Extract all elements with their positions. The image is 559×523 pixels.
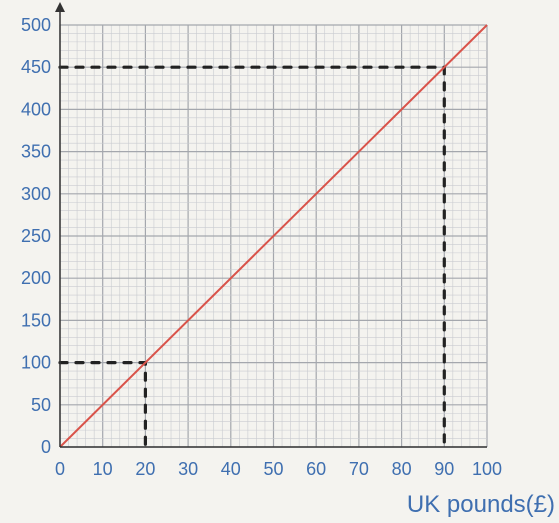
- y-tick-label: 450: [21, 57, 51, 77]
- y-tick-label: 500: [21, 15, 51, 35]
- y-tick-label: 50: [31, 395, 51, 415]
- y-tick-label: 100: [21, 353, 51, 373]
- x-axis-title: UK pounds(£): [407, 491, 555, 518]
- x-tick-label: 10: [93, 459, 113, 479]
- y-tick-label: 250: [21, 226, 51, 246]
- series-lines: [59, 24, 488, 448]
- x-tick-label: 90: [434, 459, 454, 479]
- x-tick-label: 40: [221, 459, 241, 479]
- y-tick-label: 200: [21, 268, 51, 288]
- x-tick-label: 80: [392, 459, 412, 479]
- y-tick-label: 150: [21, 310, 51, 330]
- grid: [59, 24, 488, 448]
- x-tick-label: 30: [178, 459, 198, 479]
- x-tick-label: 60: [306, 459, 326, 479]
- y-axis-arrow: [55, 2, 65, 12]
- y-tick-label: 400: [21, 99, 51, 119]
- x-tick-labels: 0 10 20 30 40 50 60 70 80 90 100: [55, 459, 502, 479]
- x-tick-label: 100: [472, 459, 502, 479]
- y-tick-labels: 0 50 100 150 200 250 300 350 400 450 500: [21, 15, 51, 457]
- series-line: [59, 24, 488, 448]
- x-tick-label: 50: [263, 459, 283, 479]
- y-tick-label: 350: [21, 142, 51, 162]
- axes: [55, 2, 487, 448]
- x-tick-label: 0: [55, 459, 65, 479]
- y-tick-label: 300: [21, 184, 51, 204]
- x-tick-label: 20: [135, 459, 155, 479]
- y-tick-label: 0: [41, 437, 51, 457]
- x-tick-label: 70: [349, 459, 369, 479]
